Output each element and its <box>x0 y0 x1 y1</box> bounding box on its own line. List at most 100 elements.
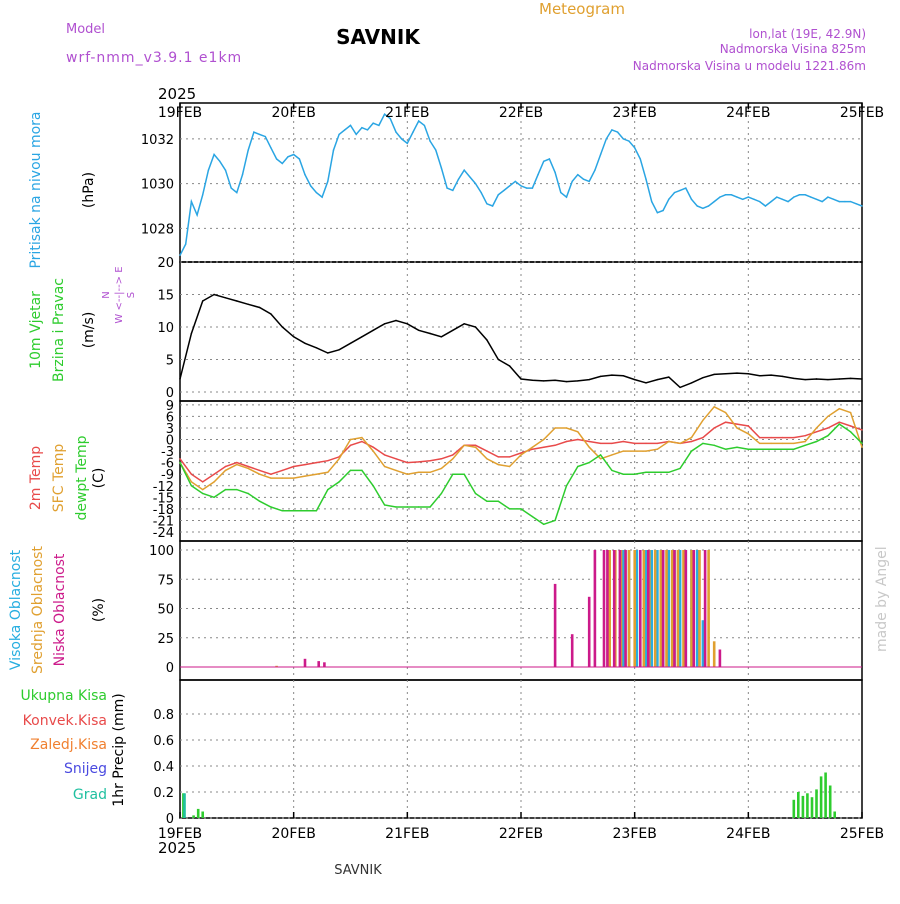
clouds-bar <box>670 550 674 667</box>
wind-data-point <box>611 374 613 376</box>
temperature-data-point <box>281 477 283 479</box>
clouds-bar <box>642 550 646 667</box>
wind-data-point <box>520 378 522 380</box>
precip-bar <box>819 776 823 818</box>
pressure-data-point <box>196 214 198 216</box>
temperature-data-point <box>213 473 215 475</box>
temperature-data-point <box>440 492 443 495</box>
temperature-data-point <box>429 460 431 462</box>
footer-station: SAVNIK <box>334 863 382 878</box>
temperature-data-point <box>327 460 329 462</box>
temperature-data-point <box>724 421 727 423</box>
temperature-data-point <box>270 473 272 475</box>
pressure-data-point <box>685 187 687 189</box>
pressure-data-point <box>526 187 528 189</box>
temperature-data-point <box>827 427 829 429</box>
temperature-data-point <box>395 458 397 460</box>
temperature-data-point <box>713 406 715 408</box>
precip-bar <box>824 772 827 818</box>
wind-data-point <box>372 329 374 331</box>
x-label-top: 21FEB <box>385 105 429 121</box>
x-label-top: 19FEB <box>158 105 202 121</box>
wind-ylabel: (m/s) <box>81 312 97 349</box>
temperature-ytick-label: 3 <box>166 422 174 437</box>
pressure-data-point <box>599 153 602 156</box>
wind-ytick-label: 0 <box>166 386 174 401</box>
pressure-data-point <box>418 120 420 122</box>
temperature-data-point <box>486 450 488 452</box>
temperature-ytick-label: -3 <box>161 445 174 460</box>
precip-legend-entry: Konvek.Kisa <box>23 713 107 729</box>
clouds-bar <box>639 550 642 667</box>
pressure-data-point <box>560 191 562 194</box>
wind-ylabel: 10m Vjetar <box>28 291 44 369</box>
clouds-ylabel: Visoka Oblacnost <box>8 549 24 670</box>
clouds-ytick-label: 50 <box>157 603 174 618</box>
temperature-data-point <box>588 446 590 448</box>
temperature-data-point <box>440 467 443 470</box>
temperature-data-point <box>293 477 295 479</box>
wind-data-point <box>406 323 408 325</box>
wind-data-point <box>349 342 352 344</box>
temperature-data-point <box>759 436 761 439</box>
pressure-data-point <box>241 174 244 176</box>
wind-data-point <box>315 347 318 349</box>
pressure-data-point <box>639 158 641 160</box>
temperature-data-point <box>645 442 647 445</box>
temperature-data-point <box>793 442 795 445</box>
clouds-bar <box>695 550 699 667</box>
clouds-bar <box>707 550 710 667</box>
pressure-data-point <box>406 142 408 144</box>
pressure-ytick-label: 1032 <box>141 133 174 148</box>
temperature-data-point <box>554 444 556 446</box>
wind-data-point <box>599 375 602 378</box>
temperature-data-point <box>338 481 340 483</box>
pressure-data-point <box>185 243 187 245</box>
pressure-data-point <box>759 200 761 203</box>
wind-data-point <box>713 373 715 376</box>
pressure-data-point <box>838 200 840 203</box>
clouds-bar <box>678 550 682 667</box>
pressure-data-point <box>230 187 232 189</box>
pressure-data-point <box>815 198 818 200</box>
pressure-data-point <box>486 203 488 205</box>
pressure-data-point <box>855 203 857 205</box>
wind-data-point <box>361 336 363 338</box>
temperature-data-point <box>747 448 749 450</box>
pressure-data-point <box>474 182 477 185</box>
temperature-data-point <box>224 488 227 491</box>
temperature-ytick-label: -6 <box>161 457 174 472</box>
temperature-data-point <box>497 500 499 502</box>
clouds-bar <box>606 550 609 667</box>
temperature-data-point <box>668 440 670 443</box>
wind-data-point <box>554 379 556 381</box>
temperature-data-point <box>486 458 488 460</box>
pressure-data-point <box>531 187 534 189</box>
wind-data-point <box>577 380 579 382</box>
temperature-data-point <box>224 469 227 472</box>
temperature-data-point <box>338 458 340 460</box>
pressure-data-point <box>338 133 340 136</box>
precip-bar <box>192 815 195 818</box>
pressure-data-point <box>429 140 431 142</box>
precip-ytick-label: 0.4 <box>153 760 174 775</box>
wind-data-point <box>190 332 193 335</box>
clouds-bar <box>650 550 653 667</box>
temperature-ylabel: (C) <box>91 468 107 489</box>
temperature-data-point <box>838 423 840 425</box>
pressure-data-point <box>861 205 863 207</box>
clouds-bar <box>712 641 716 667</box>
pressure-data-point <box>287 156 289 158</box>
clouds-bar <box>665 550 668 667</box>
temperature-data-point <box>383 465 386 468</box>
wind-data-point <box>213 293 215 296</box>
wind-data-point <box>656 378 659 381</box>
coords-label: lon,lat (19E, 42.9N) <box>749 27 866 41</box>
pressure-data-point <box>435 149 437 151</box>
temperature-data-point <box>531 448 534 450</box>
temperature-data-point <box>258 469 261 472</box>
temperature-data-point <box>838 408 840 410</box>
pressure-data-point <box>622 138 624 140</box>
temperature-data-point <box>690 450 693 452</box>
pressure-data-point <box>736 196 738 198</box>
